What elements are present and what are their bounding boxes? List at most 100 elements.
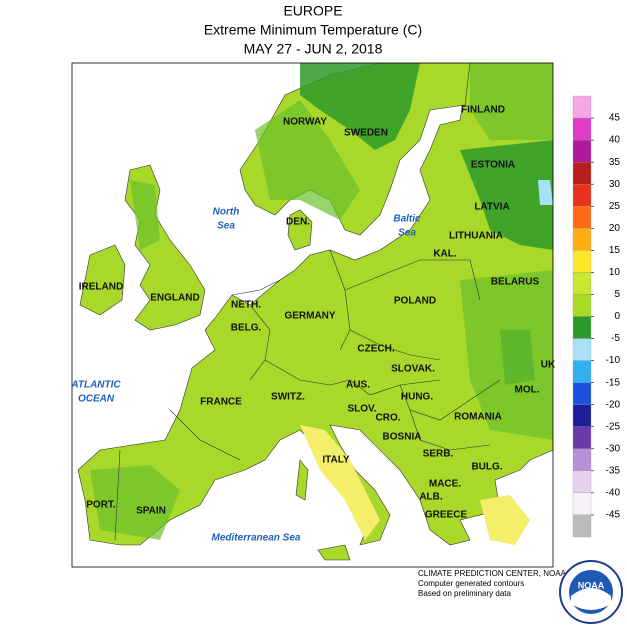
sea-label: Baltic — [393, 214, 421, 225]
country-label: ALB. — [419, 492, 443, 503]
footer-line: Based on preliminary data — [418, 589, 511, 598]
legend-swatch — [572, 448, 592, 471]
country-label: FRANCE — [200, 397, 242, 408]
legend-label: -15 — [606, 377, 621, 388]
land — [295, 459, 351, 561]
legend-swatch — [572, 294, 592, 317]
legend-swatch — [572, 139, 592, 163]
country-label: ROMANIA — [454, 412, 502, 423]
contour-15 — [300, 425, 530, 545]
legend-label: -5 — [611, 333, 620, 344]
map-subtitle: Extreme Minimum Temperature (C) — [204, 22, 422, 38]
country-label: SLOV. — [347, 404, 376, 415]
logo-bird — [571, 588, 611, 610]
country-label: BULG. — [471, 462, 502, 473]
legend-swatch — [572, 161, 592, 185]
country-label: CZECH. — [357, 344, 394, 355]
footer-line: Computer generated contours — [418, 579, 524, 588]
country-label: ITALY — [322, 455, 350, 466]
country-label: SWITZ. — [271, 392, 305, 403]
legend-label: 0 — [614, 311, 620, 322]
country-label: DEN. — [286, 217, 310, 228]
sea-label: OCEAN — [78, 394, 115, 405]
country-label: POLAND — [394, 296, 436, 307]
legend-label: -10 — [606, 355, 621, 366]
legend-swatch — [572, 228, 592, 251]
legend-swatch — [572, 95, 592, 119]
country-label: BOSNIA — [383, 432, 422, 443]
country-label: SLOVAK. — [391, 364, 435, 375]
legend-swatch — [572, 360, 592, 383]
contour-10 — [90, 63, 553, 540]
country-label: AUS. — [346, 380, 370, 391]
country-label: ENGLAND — [150, 293, 199, 304]
country-label: ESTONIA — [471, 160, 515, 171]
legend-label: -20 — [606, 399, 621, 410]
country-label: LITHUANIA — [449, 231, 503, 242]
country-label: CRO. — [376, 413, 401, 424]
country-label: IRELAND — [79, 282, 123, 293]
borders — [114, 249, 501, 541]
logo-text: NOAA — [578, 580, 605, 590]
country-label: MACE. — [429, 479, 461, 490]
legend-swatch — [572, 404, 592, 427]
footer-line: CLIMATE PREDICTION CENTER, NOAA — [418, 569, 567, 578]
sea-label: ATLANTIC — [70, 380, 121, 391]
country-label: SERB. — [423, 449, 454, 460]
legend-label: 15 — [609, 245, 621, 256]
map-title: EUROPE — [283, 3, 342, 19]
country-label: SWEDEN — [344, 128, 388, 139]
legend-label: 30 — [609, 179, 621, 190]
legend-label: 5 — [614, 289, 620, 300]
country-label: NORWAY — [283, 117, 327, 128]
map-dates: MAY 27 - JUN 2, 2018 — [244, 41, 383, 57]
legend-label: 20 — [609, 223, 621, 234]
map — [72, 63, 553, 567]
legend-label: -45 — [606, 510, 621, 521]
country-label: GREECE — [425, 510, 468, 521]
legend-label: 10 — [609, 267, 621, 278]
legend-label: -25 — [606, 421, 621, 432]
country-label: FINLAND — [461, 105, 505, 116]
legend-swatch — [572, 492, 592, 516]
legend-label: 40 — [609, 135, 621, 146]
country-label: HUNG. — [401, 392, 433, 403]
legend-swatch — [572, 117, 592, 141]
country-label: UK — [541, 360, 556, 371]
legend-swatch — [572, 338, 592, 361]
country-label: KAL. — [433, 249, 457, 260]
sea-labels: North Sea Baltic Sea ATLANTIC OCEAN Mediterran… — [70, 207, 421, 544]
country-label: NETH. — [231, 300, 261, 311]
legend: 45 40 35 30 25 20 15 10 5 0 -5 -10 -15 -20 -25 -30 -35 -4… — [572, 95, 621, 538]
legend-label: -40 — [606, 488, 621, 499]
map-frame — [71, 62, 554, 568]
legend-swatch — [572, 206, 592, 229]
legend-swatch — [572, 514, 592, 538]
legend-swatch — [572, 426, 592, 449]
legend-swatch — [572, 316, 592, 339]
country-label: GERMANY — [284, 311, 335, 322]
country-label: PORT. — [86, 500, 116, 511]
sea-label: Sea — [398, 228, 416, 239]
sea-label: North — [213, 207, 240, 218]
legend-swatch — [572, 272, 592, 295]
legend-label: 45 — [609, 113, 621, 124]
legend-label: -30 — [606, 443, 621, 454]
country-label: SPAIN — [136, 506, 166, 517]
legend-swatch — [572, 250, 592, 273]
legend-label: -35 — [606, 465, 621, 476]
legend-swatch — [572, 382, 592, 405]
sea-label: Mediterranean Sea — [212, 533, 301, 544]
sea-label: Sea — [217, 221, 235, 232]
country-label: BELG. — [231, 323, 262, 334]
country-label: MOL. — [515, 385, 540, 396]
legend-label: 25 — [609, 201, 621, 212]
land — [287, 209, 313, 251]
country-label: LATVIA — [474, 202, 509, 213]
legend-swatch — [572, 184, 592, 207]
contour-0 — [538, 180, 553, 205]
country-label: BELARUS — [491, 277, 540, 288]
legend-swatch — [572, 470, 592, 494]
land — [79, 244, 126, 316]
